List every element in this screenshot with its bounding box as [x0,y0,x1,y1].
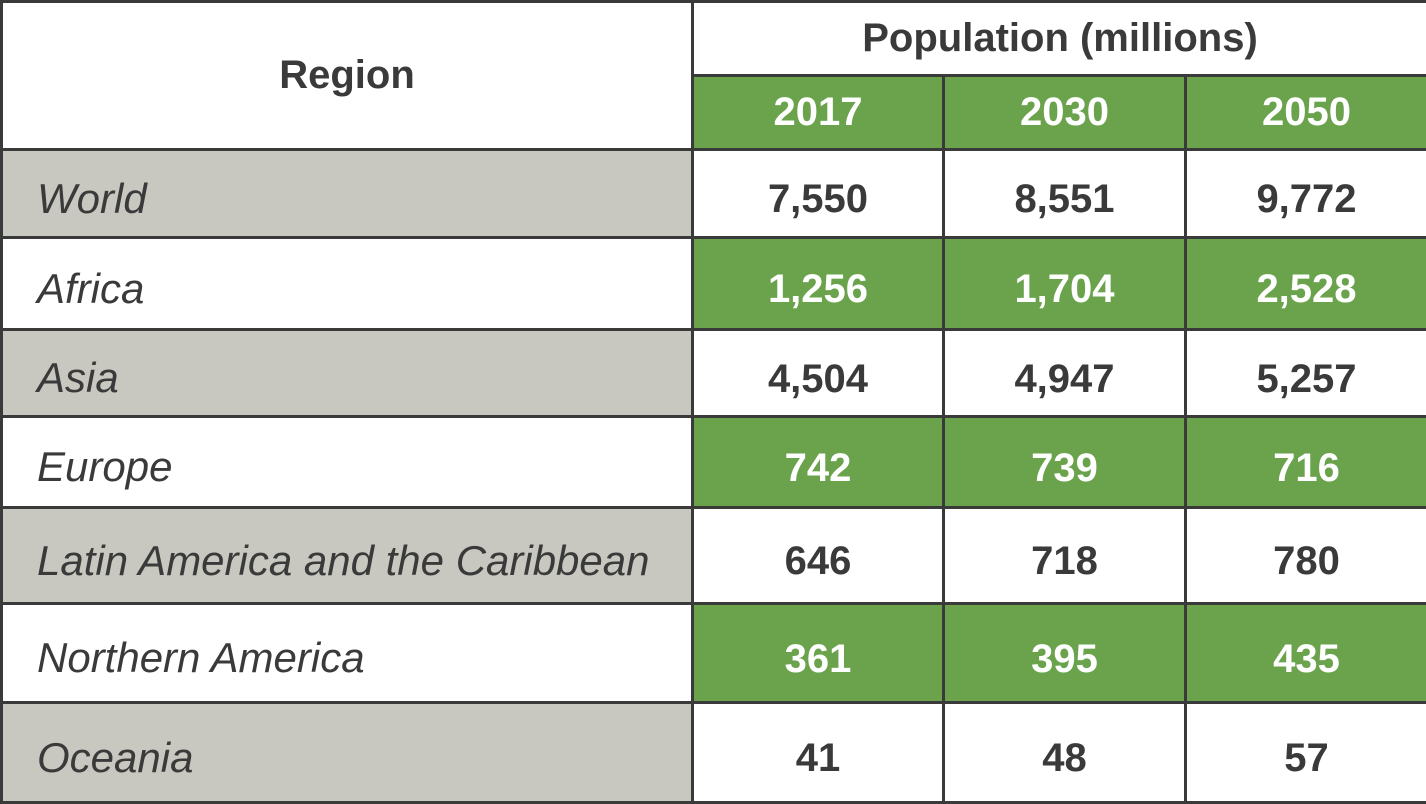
value-cell: 41 [693,703,944,803]
region-cell: Europe [2,417,693,508]
value-cell: 742 [693,417,944,508]
value-cell: 739 [944,417,1186,508]
table-row-asia: Asia 4,504 4,947 5,257 [2,330,1426,417]
value-cell: 718 [944,508,1186,604]
table-row-latin-america: Latin America and the Caribbean 646 718 … [2,508,1426,604]
table-row-africa: Africa 1,256 1,704 2,528 [2,238,1426,330]
region-cell: Asia [2,330,693,417]
header-row-top: Region Population (millions) [2,2,1426,76]
table-row-europe: Europe 742 739 716 [2,417,1426,508]
region-cell: Northern America [2,604,693,703]
value-cell: 716 [1186,417,1426,508]
table-row-world: World 7,550 8,551 9,772 [2,150,1426,238]
value-cell: 361 [693,604,944,703]
table-row-oceania: Oceania 41 48 57 [2,703,1426,803]
year-header-2017: 2017 [693,76,944,150]
region-cell: World [2,150,693,238]
value-cell: 7,550 [693,150,944,238]
value-cell: 2,528 [1186,238,1426,330]
value-cell: 435 [1186,604,1426,703]
value-cell: 646 [693,508,944,604]
year-header-2030: 2030 [944,76,1186,150]
table-row-northern-america: Northern America 361 395 435 [2,604,1426,703]
value-cell: 48 [944,703,1186,803]
value-cell: 1,704 [944,238,1186,330]
region-cell: Oceania [2,703,693,803]
population-group-header: Population (millions) [693,2,1426,76]
value-cell: 4,504 [693,330,944,417]
region-column-header: Region [2,2,693,150]
region-cell: Africa [2,238,693,330]
value-cell: 395 [944,604,1186,703]
value-cell: 8,551 [944,150,1186,238]
value-cell: 1,256 [693,238,944,330]
value-cell: 5,257 [1186,330,1426,417]
year-header-2050: 2050 [1186,76,1426,150]
value-cell: 57 [1186,703,1426,803]
value-cell: 9,772 [1186,150,1426,238]
value-cell: 780 [1186,508,1426,604]
value-cell: 4,947 [944,330,1186,417]
region-cell: Latin America and the Caribbean [2,508,693,604]
